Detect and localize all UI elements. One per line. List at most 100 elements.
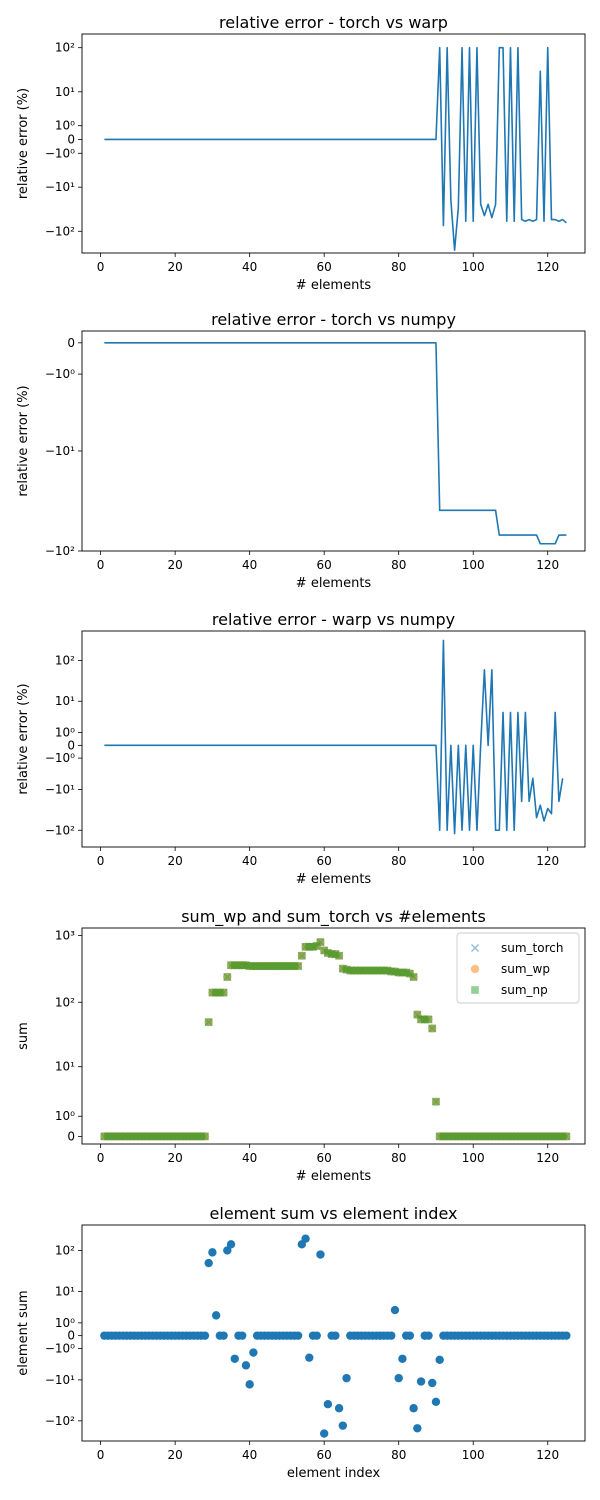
chart-title: relative error - torch vs warp xyxy=(219,13,448,32)
data-point-series-1 xyxy=(338,1421,348,1430)
x-tick-label: 60 xyxy=(317,558,332,572)
x-tick-label: 40 xyxy=(242,260,257,274)
axes-frame xyxy=(81,1224,586,1442)
legend-label: sum_wp xyxy=(501,962,550,976)
chart-title: relative error - torch vs numpy xyxy=(211,310,456,329)
data-point-sum_np xyxy=(562,1132,571,1141)
data-point-series-1 xyxy=(200,1331,210,1340)
data-point-series-1 xyxy=(301,1234,310,1243)
y-tick-label: −10¹ xyxy=(45,180,75,194)
legend-box xyxy=(456,932,580,1004)
x-tick-label: 80 xyxy=(391,854,406,868)
data-point-sum_np xyxy=(428,1024,437,1033)
x-tick-label: 20 xyxy=(168,1151,183,1165)
x-tick-label: 20 xyxy=(168,558,183,572)
y-tick-label: 10¹ xyxy=(55,694,75,708)
y-tick-label: −10⁰ xyxy=(45,751,75,765)
x-tick-label: 20 xyxy=(168,1448,183,1462)
plot-area xyxy=(104,639,564,835)
y-tick-label: −10¹ xyxy=(45,1373,75,1387)
x-tick-label: 120 xyxy=(536,1151,559,1165)
data-point-series-1 xyxy=(230,1354,239,1363)
x-tick-label: 60 xyxy=(317,1448,332,1462)
data-point-series-1 xyxy=(398,1354,407,1363)
data-point-series-1 xyxy=(245,1380,254,1389)
x-tick-label: 120 xyxy=(536,260,559,274)
x-tick-label: 100 xyxy=(462,1151,485,1165)
data-point-sum_np xyxy=(219,988,228,997)
y-tick-label: −10¹ xyxy=(45,444,75,458)
x-tick-label: 80 xyxy=(391,260,406,274)
data-point-series-1 xyxy=(305,1353,314,1362)
x-tick-label: 40 xyxy=(242,1151,257,1165)
data-point-series-1 xyxy=(226,1240,236,1249)
chart-title: sum_wp and sum_torch vs #elements xyxy=(181,907,486,927)
plot-area xyxy=(100,1234,571,1438)
x-tick-label: 120 xyxy=(536,1448,559,1462)
x-tick-label: 100 xyxy=(462,260,485,274)
data-point-series-1 xyxy=(331,1331,340,1340)
y-tick-label: 0 xyxy=(67,336,75,350)
data-point-series-1 xyxy=(223,1246,232,1255)
legend-marker-sum_torch xyxy=(471,944,479,952)
chart-title: element sum vs element index xyxy=(210,1204,458,1223)
data-point-sum_np xyxy=(409,973,418,981)
chart-2: relative error - torch vs numpy 0 20 40 60 80… xyxy=(16,310,586,591)
y-tick-label: −10⁰ xyxy=(45,146,75,160)
data-point-series-1 xyxy=(428,1378,437,1388)
axes-frame xyxy=(81,927,586,1145)
y-tick-label: 0 xyxy=(67,738,75,752)
data-point-series-1 xyxy=(342,1373,351,1383)
chart-5: element sum vs element index 0 20 40 60 80 100… xyxy=(16,1204,586,1481)
data-point-series-1 xyxy=(249,1348,258,1357)
y-tick-label: 10¹ xyxy=(55,1284,75,1298)
y-tick-label: 10² xyxy=(55,41,75,55)
x-tick-label: 40 xyxy=(242,558,257,572)
data-point-series-1 xyxy=(241,1361,251,1370)
series-line xyxy=(104,46,567,251)
data-point-series-1 xyxy=(409,1404,418,1413)
series-line xyxy=(104,342,567,545)
y-tick-label: −10² xyxy=(45,823,75,837)
x-tick-label: 0 xyxy=(97,1151,105,1165)
y-axis-label: element sum xyxy=(16,1290,31,1375)
x-axis-label: # elements xyxy=(296,872,372,887)
data-point-series-1 xyxy=(405,1331,415,1340)
data-point-series-1 xyxy=(219,1331,228,1340)
chart-3: relative error - warp vs numpy 0 20 40 60 80 1… xyxy=(16,610,586,887)
data-point-sum_np xyxy=(316,938,325,946)
x-tick-label: 120 xyxy=(536,558,559,572)
plot-area xyxy=(104,46,567,251)
x-tick-label: 0 xyxy=(97,1448,105,1462)
y-tick-label: 10² xyxy=(55,653,75,667)
y-tick-label: 0 xyxy=(67,132,75,146)
y-tick-label: 10⁰ xyxy=(55,1316,75,1330)
data-point-series-1 xyxy=(238,1331,247,1340)
chart-title: relative error - warp vs numpy xyxy=(212,610,455,629)
x-tick-label: 80 xyxy=(391,1151,406,1165)
data-point-sum_np xyxy=(335,951,343,960)
legend-label: sum_torch xyxy=(501,941,563,955)
y-tick-label: −10² xyxy=(45,544,75,558)
y-tick-label: 10⁰ xyxy=(55,1109,75,1123)
y-tick-label: 10² xyxy=(55,1243,75,1257)
data-point-sum_np xyxy=(223,973,232,981)
axes-frame xyxy=(81,33,586,254)
x-tick-label: 120 xyxy=(536,854,559,868)
y-tick-label: 0 xyxy=(67,1329,75,1343)
x-tick-label: 100 xyxy=(462,1448,485,1462)
data-point-series-1 xyxy=(394,1373,403,1383)
data-point-series-1 xyxy=(416,1377,426,1386)
x-axis-label: # elements xyxy=(296,576,372,591)
chart-1: relative error - torch vs warp 0 20 40 60 80 1… xyxy=(16,13,586,293)
data-point-series-1 xyxy=(208,1248,217,1257)
y-tick-label: 10⁰ xyxy=(55,119,75,133)
data-point-series-1 xyxy=(413,1424,422,1433)
data-point-series-1 xyxy=(431,1397,441,1406)
x-tick-label: 40 xyxy=(242,1448,257,1462)
x-tick-label: 0 xyxy=(97,558,105,572)
x-tick-label: 20 xyxy=(168,854,183,868)
chart-4: sum_wp and sum_torch vs #elements 0 20 40 60… xyxy=(16,907,586,1184)
y-tick-label: 0 xyxy=(67,1129,75,1143)
